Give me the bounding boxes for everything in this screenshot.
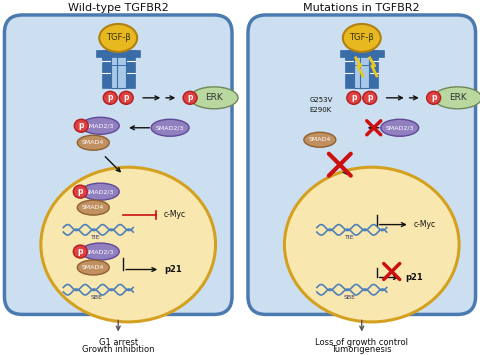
Ellipse shape [81, 183, 119, 200]
Text: Tumorigenesis: Tumorigenesis [332, 345, 392, 354]
Text: SMAD2/3: SMAD2/3 [86, 123, 115, 128]
Ellipse shape [81, 243, 119, 260]
Ellipse shape [381, 119, 419, 136]
Text: SMAD2/3: SMAD2/3 [86, 249, 115, 254]
Text: G1 arrest: G1 arrest [99, 338, 138, 347]
Ellipse shape [347, 91, 361, 104]
Text: p21: p21 [164, 265, 182, 274]
Text: p: p [123, 93, 129, 102]
Text: TIE: TIE [345, 235, 355, 240]
Text: p: p [367, 93, 372, 102]
Ellipse shape [304, 132, 336, 147]
Ellipse shape [119, 91, 133, 104]
Ellipse shape [73, 245, 87, 258]
Bar [369, 50, 378, 88]
Ellipse shape [190, 87, 238, 109]
Bar [102, 50, 111, 88]
Text: SMAD4: SMAD4 [309, 137, 331, 142]
Text: p: p [78, 187, 83, 196]
Text: SMAD2/3: SMAD2/3 [385, 125, 414, 130]
Ellipse shape [427, 91, 441, 104]
Ellipse shape [81, 117, 119, 134]
Text: SBE: SBE [344, 295, 356, 300]
Bar [117, 50, 126, 88]
Bar [340, 50, 384, 57]
Text: p: p [187, 93, 193, 102]
Text: p: p [78, 247, 83, 256]
Bar [111, 50, 120, 88]
Ellipse shape [74, 119, 88, 132]
Ellipse shape [433, 87, 480, 109]
Text: p: p [431, 93, 436, 102]
Ellipse shape [285, 167, 459, 322]
Text: TGF-β: TGF-β [106, 33, 131, 43]
Bar [354, 50, 363, 88]
Ellipse shape [151, 119, 189, 136]
Text: TIE: TIE [92, 235, 101, 240]
Text: SMAD4: SMAD4 [82, 140, 105, 145]
Text: p: p [108, 93, 113, 102]
Ellipse shape [77, 260, 109, 275]
Text: Loss of growth control: Loss of growth control [315, 338, 408, 347]
Text: Mutations in TGFBR2: Mutations in TGFBR2 [303, 3, 420, 13]
Ellipse shape [343, 24, 381, 52]
Text: p: p [79, 121, 84, 130]
Ellipse shape [363, 91, 377, 104]
Text: ERK: ERK [205, 93, 223, 102]
Text: p21: p21 [405, 273, 422, 282]
Text: G253V: G253V [310, 97, 333, 103]
Bar [96, 50, 140, 57]
Ellipse shape [77, 135, 109, 150]
Text: Wild-type TGFBR2: Wild-type TGFBR2 [68, 3, 168, 13]
Text: SMAD2/3: SMAD2/3 [86, 189, 115, 194]
Ellipse shape [77, 200, 109, 215]
Bar [345, 50, 354, 88]
Text: SMAD2/3: SMAD2/3 [156, 125, 184, 130]
Text: c-Myc: c-Myc [164, 210, 186, 219]
Ellipse shape [103, 91, 117, 104]
Text: SMAD4: SMAD4 [82, 205, 105, 210]
Text: c-Myc: c-Myc [414, 220, 436, 229]
Text: E290K: E290K [310, 107, 332, 113]
Text: TGF-β: TGF-β [349, 33, 374, 43]
Text: SMAD4: SMAD4 [82, 265, 105, 270]
Text: p: p [351, 93, 357, 102]
Ellipse shape [183, 91, 197, 104]
Text: Growth inhibition: Growth inhibition [82, 345, 155, 354]
Text: SBE: SBE [90, 295, 102, 300]
Ellipse shape [41, 167, 216, 322]
Text: ERK: ERK [449, 93, 467, 102]
Bar [126, 50, 135, 88]
FancyBboxPatch shape [248, 15, 476, 315]
FancyBboxPatch shape [4, 15, 232, 315]
Ellipse shape [99, 24, 137, 52]
Ellipse shape [73, 185, 87, 198]
Bar [360, 50, 369, 88]
